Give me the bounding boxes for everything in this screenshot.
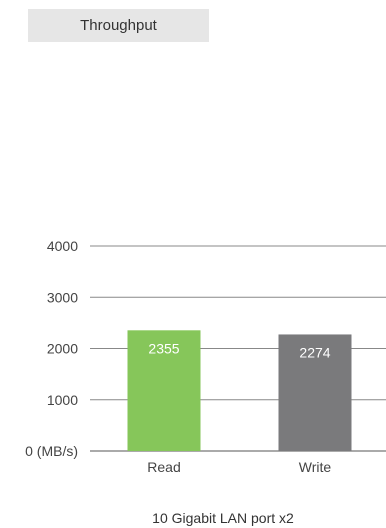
tab-label: Throughput — [80, 17, 157, 34]
value-label-read: 2355 — [148, 340, 179, 356]
tab-throughput[interactable]: Throughput — [28, 9, 209, 42]
y-tick-label-3000: 3000 — [47, 289, 78, 305]
bar-write — [278, 334, 352, 451]
chart-caption: 10 Gigabit LAN port x2 — [152, 510, 294, 526]
y-tick-label-4000: 4000 — [47, 238, 78, 254]
bar-read — [127, 330, 201, 451]
throughput-chart: 0 (MB/s) 1000 2000 3000 4000 2355 Read 2274 Writ… — [25, 238, 386, 475]
y-tick-label-1000: 1000 — [47, 392, 78, 408]
category-label-write: Write — [299, 459, 332, 475]
y-tick-label-2000: 2000 — [47, 341, 78, 357]
category-label-read: Read — [147, 459, 180, 475]
value-label-write: 2274 — [299, 344, 330, 360]
y-tick-label-0: 0 (MB/s) — [25, 443, 78, 459]
